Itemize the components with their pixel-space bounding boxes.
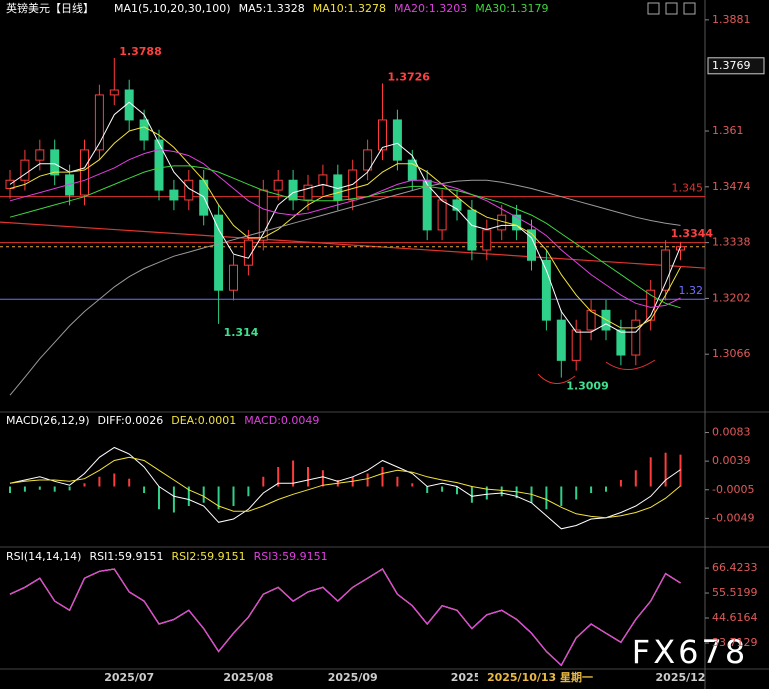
low-label: 1.3009	[566, 380, 608, 393]
candle-body	[184, 179, 194, 201]
candle-body	[303, 184, 313, 201]
candle-body	[512, 214, 522, 231]
y-tick-label: -0.0005	[712, 483, 754, 496]
candle-body	[482, 229, 492, 251]
series-line	[9, 568, 681, 667]
legend-entry: MA20:1.3203	[394, 2, 467, 15]
candle-body	[541, 259, 551, 321]
series-line	[9, 456, 681, 519]
candle-body	[65, 174, 75, 196]
candle-body	[363, 149, 373, 171]
high-label: 1.3788	[119, 45, 161, 58]
candle-body	[35, 149, 45, 161]
panel-title: RSI(14,14,14)	[6, 550, 81, 563]
candle-body	[661, 249, 671, 291]
candle-body	[631, 319, 641, 356]
candle-body	[273, 179, 283, 191]
candle-body	[392, 119, 402, 161]
candle-body	[229, 264, 238, 291]
y-tick-label: 1.3202	[712, 291, 751, 304]
legend-entry: DIFF:0.0026	[98, 414, 164, 427]
candle-body	[94, 94, 104, 151]
legend-entry: MA10:1.3278	[313, 2, 386, 15]
series-line	[9, 179, 681, 396]
candle-body	[243, 239, 253, 266]
candle-body	[571, 329, 581, 361]
line-label: 1.32	[679, 284, 704, 297]
cursor-value: 1.3769	[712, 59, 751, 72]
high-label: 1.3344	[671, 227, 714, 240]
legend-entry: RSI2:59.9151	[172, 550, 246, 563]
x-tick-label: 2025/09	[328, 671, 378, 684]
series-line	[9, 446, 681, 530]
window-icon[interactable]	[683, 2, 696, 15]
y-tick-label: 55.5199	[712, 586, 758, 599]
candle-body	[616, 329, 626, 356]
y-tick-label: 1.3474	[712, 180, 751, 193]
x-tick-label: 2025/07	[104, 671, 154, 684]
y-tick-label: 33.7129	[712, 636, 758, 649]
series-line	[9, 148, 681, 308]
candle-body	[348, 169, 358, 201]
candle-body	[467, 209, 477, 251]
candle-body	[556, 319, 566, 361]
low-label: 1.314	[224, 326, 259, 339]
trendline	[0, 221, 706, 269]
candle-body	[80, 149, 89, 196]
series-line	[9, 568, 681, 667]
y-tick-label: -0.0049	[712, 511, 754, 524]
legend-entry: MA5:1.3328	[239, 2, 305, 15]
candle-body	[452, 199, 462, 211]
legend-entry: RSI1:59.9151	[89, 550, 163, 563]
line-label: 1.345	[672, 182, 704, 195]
candle-body	[527, 229, 536, 261]
candle-body	[586, 309, 596, 331]
candle-body	[378, 119, 387, 151]
window-icon[interactable]	[647, 2, 660, 15]
y-tick-label: 1.361	[712, 124, 744, 137]
cursor-value-box	[707, 57, 765, 75]
candle-body	[437, 199, 447, 231]
low-arc	[605, 359, 656, 370]
low-arc	[537, 373, 576, 384]
x-tick-label: 2025/12	[656, 671, 706, 684]
watermark: FX678	[632, 633, 748, 671]
candle-body	[50, 149, 60, 176]
x-tick-label: 2025/08	[223, 671, 273, 684]
candle-body	[20, 159, 30, 181]
y-tick-label: 1.3338	[712, 236, 751, 249]
y-tick-label: 1.3066	[712, 347, 751, 360]
y-tick-label: 66.4233	[712, 561, 758, 574]
y-tick-label: 44.6164	[712, 611, 758, 624]
legend-entry: DEA:0.0001	[171, 414, 236, 427]
legend-entry: RSI3:59.9151	[254, 550, 328, 563]
series-line	[9, 568, 681, 667]
legend-entry: MACD:0.0049	[244, 414, 319, 427]
candle-body	[318, 174, 328, 186]
window-icon[interactable]	[665, 2, 678, 15]
candle-body	[288, 179, 298, 201]
panel-title: 英镑美元【日线】	[6, 1, 94, 15]
y-tick-label: 1.3881	[712, 13, 751, 26]
candle-body	[407, 159, 417, 181]
candle-body	[154, 139, 164, 191]
high-label: 1.3726	[388, 70, 431, 83]
candle-body	[214, 214, 224, 291]
indicator-label: MA1(5,10,20,30,100)	[114, 2, 231, 15]
candle-body	[139, 119, 149, 141]
candle-body	[109, 89, 119, 96]
y-tick-label: 0.0039	[712, 454, 751, 467]
series-line	[9, 126, 681, 329]
panel-title: MACD(26,12,9)	[6, 414, 90, 427]
legend-entry: MA30:1.3179	[475, 2, 548, 15]
series-line	[9, 101, 681, 333]
candle-body	[169, 189, 179, 201]
series-line	[9, 165, 681, 309]
y-tick-label: 0.0083	[712, 426, 751, 439]
cursor-date: 2025/10/13 星期一	[487, 670, 593, 684]
cursor-date-box	[478, 670, 602, 687]
